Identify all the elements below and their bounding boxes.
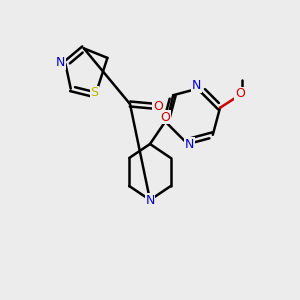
Text: N: N xyxy=(56,56,65,69)
Text: S: S xyxy=(90,86,98,99)
Text: O: O xyxy=(160,111,170,124)
Text: O: O xyxy=(235,87,245,100)
Text: N: N xyxy=(192,80,201,92)
Text: N: N xyxy=(145,194,155,206)
Text: O: O xyxy=(153,100,163,112)
Text: N: N xyxy=(185,137,194,151)
